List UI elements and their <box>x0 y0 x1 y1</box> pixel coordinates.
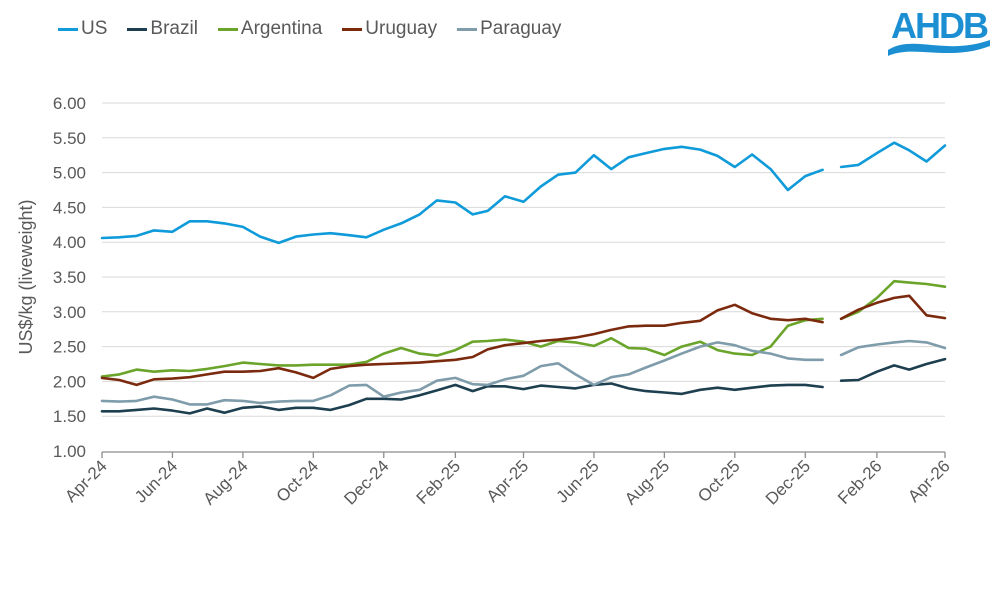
series-line-argentina <box>100 317 824 378</box>
gridlines <box>102 102 945 417</box>
y-tick-label: 2.00 <box>53 372 86 391</box>
legend-label: US <box>81 18 108 39</box>
x-tick-label: Apr-26 <box>904 456 954 506</box>
legend-label: Paraguay <box>480 18 562 39</box>
legend-swatch <box>457 27 478 31</box>
series-line-brazil <box>839 357 947 383</box>
x-tick-label: Oct-25 <box>694 456 744 506</box>
svg-text:AHDB: AHDB <box>891 5 988 46</box>
legend-label: Brazil <box>150 18 198 39</box>
series-line-paraguay <box>100 341 824 406</box>
series-line-us <box>839 141 947 169</box>
y-axis-tick-labels: 1.00 1.50 2.00 2.50 3.00 3.50 4.00 4.50 5.00 5.50… <box>53 94 86 461</box>
x-tick-label: Oct-24 <box>273 456 323 506</box>
y-tick-label: 6.00 <box>53 94 86 113</box>
legend-swatch <box>342 27 363 31</box>
x-tick-label: Aug-25 <box>621 456 673 508</box>
x-tick-label: Dec-25 <box>762 456 814 508</box>
series-line-argentina <box>839 279 947 321</box>
x-tick-label: Apr-24 <box>61 456 111 506</box>
legend-label: Argentina <box>240 18 323 39</box>
legend-item-brazil: Brazil <box>127 18 198 40</box>
x-tick-label: Apr-25 <box>483 456 533 506</box>
x-tick-label: Aug-24 <box>200 456 252 508</box>
legend-item-uruguay: Uruguay <box>342 18 437 40</box>
y-tick-label: 2.50 <box>53 338 86 357</box>
legend: US Brazil Argentina Uruguay Paraguay <box>58 18 581 40</box>
y-tick-label: 3.50 <box>53 268 86 287</box>
x-tick-label: Jun-25 <box>553 456 603 506</box>
series-line-paraguay <box>839 339 947 357</box>
y-tick-label: 5.00 <box>53 164 86 183</box>
x-tick-label: Feb-25 <box>413 456 465 508</box>
legend-item-paraguay: Paraguay <box>457 18 561 40</box>
x-tick-label: Dec-24 <box>340 456 392 508</box>
legend-label: Uruguay <box>365 18 438 39</box>
y-tick-label: 1.50 <box>53 407 86 426</box>
legend-swatch <box>217 27 238 31</box>
legend-swatch <box>127 27 148 31</box>
series-line-uruguay <box>839 294 947 321</box>
y-tick-label: 3.00 <box>53 303 86 322</box>
y-tick-label: 4.50 <box>53 198 86 217</box>
series-line-us <box>100 145 824 245</box>
legend-item-argentina: Argentina <box>217 18 323 40</box>
x-axis: Apr-24 Jun-24 Aug-24 Oct-24 Dec-24 Feb-25 Apr-… <box>61 451 954 509</box>
legend-item-us: US <box>58 18 107 40</box>
y-tick-label: 1.00 <box>53 442 86 461</box>
series-line-uruguay <box>100 303 824 387</box>
series-line-brazil <box>100 382 824 415</box>
y-tick-label: 4.00 <box>53 233 86 252</box>
ahdb-logo: AHDB <box>888 5 990 56</box>
y-tick-label: 5.50 <box>53 129 86 148</box>
legend-swatch <box>58 27 78 31</box>
x-tick-label: Feb-26 <box>834 456 886 508</box>
x-tick-label: Jun-24 <box>131 456 181 506</box>
series-lines <box>100 141 947 415</box>
y-axis-label: US$/kg (liveweight) <box>16 199 36 354</box>
